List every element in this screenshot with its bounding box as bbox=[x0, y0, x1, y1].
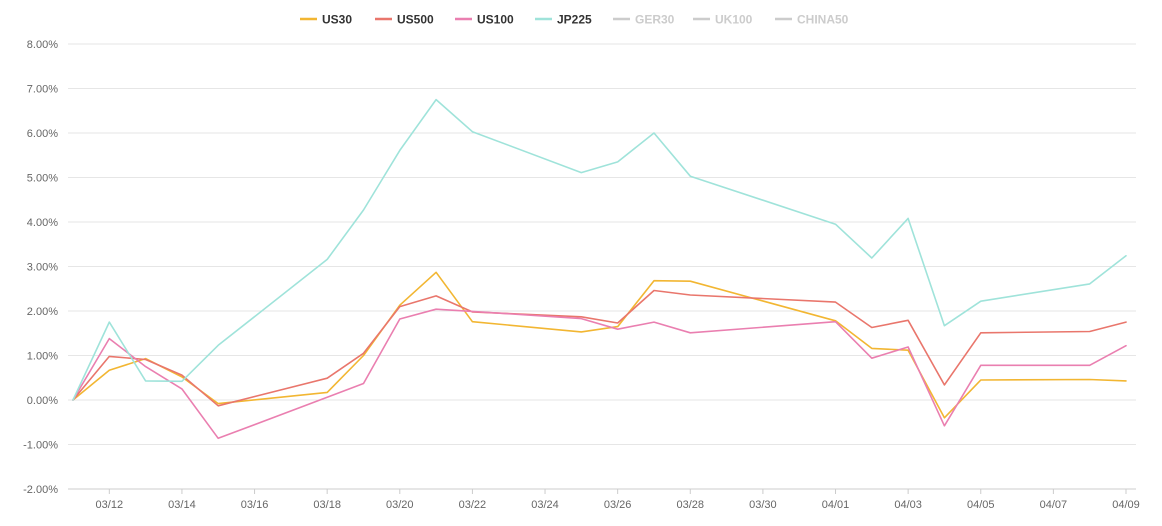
y-tick-label: 0.00% bbox=[27, 395, 58, 407]
y-axis: 8.00% 7.00% 6.00% 5.00% 4.00% 3.00% 2.00% 1.00%… bbox=[23, 39, 58, 496]
y-tick-label: 3.00% bbox=[27, 262, 58, 274]
y-tick-label: 4.00% bbox=[27, 217, 58, 229]
legend-label: US500 bbox=[397, 13, 434, 27]
x-tick-label: 04/05 bbox=[967, 499, 995, 511]
series-jp225 bbox=[72, 98, 1127, 401]
y-tick-label: 1.00% bbox=[27, 351, 58, 363]
legend-label: GER30 bbox=[635, 13, 675, 27]
legend-label: US30 bbox=[322, 13, 352, 27]
x-tick-label: 03/22 bbox=[459, 499, 487, 511]
legend-item-us100[interactable]: US100 bbox=[455, 13, 514, 27]
grid-lines bbox=[68, 43, 1136, 490]
x-tick-label: 03/24 bbox=[531, 499, 559, 511]
y-tick-label: 8.00% bbox=[27, 39, 58, 51]
x-tick-label: 04/03 bbox=[894, 499, 922, 511]
series-us500 bbox=[72, 289, 1127, 407]
x-tick-label: 03/16 bbox=[241, 499, 269, 511]
x-tick-label: 03/20 bbox=[386, 499, 414, 511]
x-tick-label: 04/01 bbox=[822, 499, 850, 511]
y-tick-label: 6.00% bbox=[27, 128, 58, 140]
legend: US30 US500 US100 JP225 GER30 UK100 CHINA50 bbox=[300, 13, 849, 27]
series-lines bbox=[72, 98, 1127, 440]
y-tick-label: 5.00% bbox=[27, 173, 58, 185]
legend-item-jp225[interactable]: JP225 bbox=[535, 13, 592, 27]
legend-label: JP225 bbox=[557, 13, 592, 27]
x-tick-label: 04/07 bbox=[1040, 499, 1068, 511]
x-tick-label: 04/09 bbox=[1112, 499, 1140, 511]
legend-item-us30[interactable]: US30 bbox=[300, 13, 352, 27]
x-axis: 03/12 03/14 03/16 03/18 03/20 03/22 03/24 03/26… bbox=[68, 488, 1140, 511]
legend-item-china50[interactable]: CHINA50 bbox=[775, 13, 849, 27]
y-tick-label: 7.00% bbox=[27, 84, 58, 96]
x-tick-label: 03/18 bbox=[313, 499, 341, 511]
legend-label: US100 bbox=[477, 13, 514, 27]
x-tick-label: 03/30 bbox=[749, 499, 777, 511]
x-tick-label: 03/26 bbox=[604, 499, 632, 511]
y-tick-label: -2.00% bbox=[23, 484, 58, 496]
y-tick-label: -1.00% bbox=[23, 440, 58, 452]
legend-item-uk100[interactable]: UK100 bbox=[693, 13, 753, 27]
legend-label: UK100 bbox=[715, 13, 753, 27]
legend-item-us500[interactable]: US500 bbox=[375, 13, 434, 27]
x-tick-label: 03/14 bbox=[168, 499, 196, 511]
y-tick-label: 2.00% bbox=[27, 306, 58, 318]
series-us30 bbox=[72, 271, 1127, 419]
series-us100 bbox=[72, 308, 1127, 440]
legend-item-ger30[interactable]: GER30 bbox=[613, 13, 675, 27]
x-tick-label: 03/12 bbox=[96, 499, 124, 511]
x-tick-label: 03/28 bbox=[677, 499, 705, 511]
legend-label: CHINA50 bbox=[797, 13, 849, 27]
